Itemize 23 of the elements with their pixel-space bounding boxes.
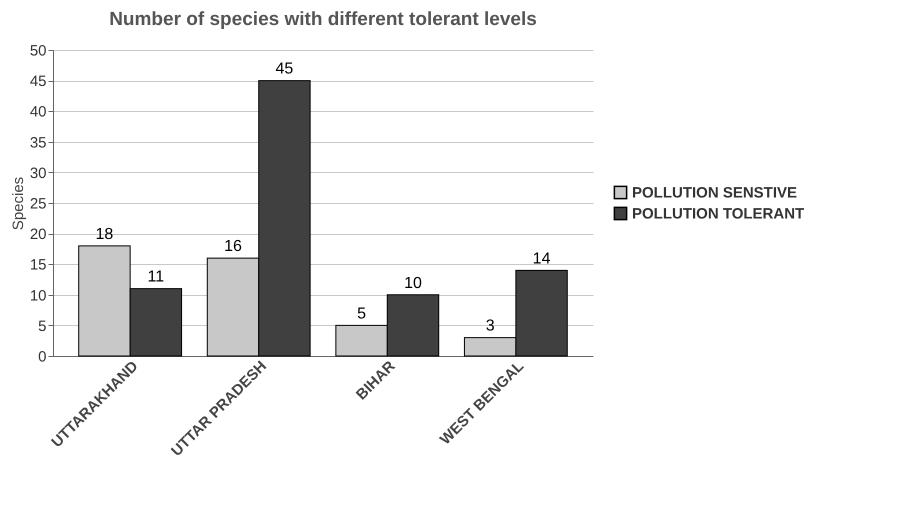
y-tick-label: 35 (30, 134, 46, 152)
data-label: 11 (148, 268, 164, 286)
y-tick-label: 15 (30, 256, 46, 274)
y-tick-label: 45 (30, 73, 46, 90)
y-tick-label: 10 (30, 287, 46, 304)
data-label: 5 (357, 305, 366, 322)
legend-label: POLLUTION SENSTIVE (632, 184, 798, 202)
y-tick-label: 20 (30, 226, 46, 244)
y-tick-label: 25 (30, 196, 46, 212)
y-axis-title: Species (10, 176, 27, 230)
y-tick-label: 30 (30, 164, 46, 182)
y-tick-label: 40 (30, 104, 46, 121)
chart-title: Number of species with different tolerant levels (109, 9, 537, 30)
data-label: 45 (276, 60, 294, 78)
data-label: 14 (532, 250, 551, 268)
y-tick-label: 50 (30, 42, 46, 60)
y-tick-label: 0 (38, 348, 46, 366)
y-tick-label: 5 (38, 318, 46, 335)
data-label: 16 (224, 238, 242, 256)
data-label: 18 (96, 226, 114, 243)
legend-label: POLLUTION TOLERANT (632, 206, 804, 222)
data-label: 3 (486, 318, 495, 335)
data-label: 10 (404, 274, 422, 292)
